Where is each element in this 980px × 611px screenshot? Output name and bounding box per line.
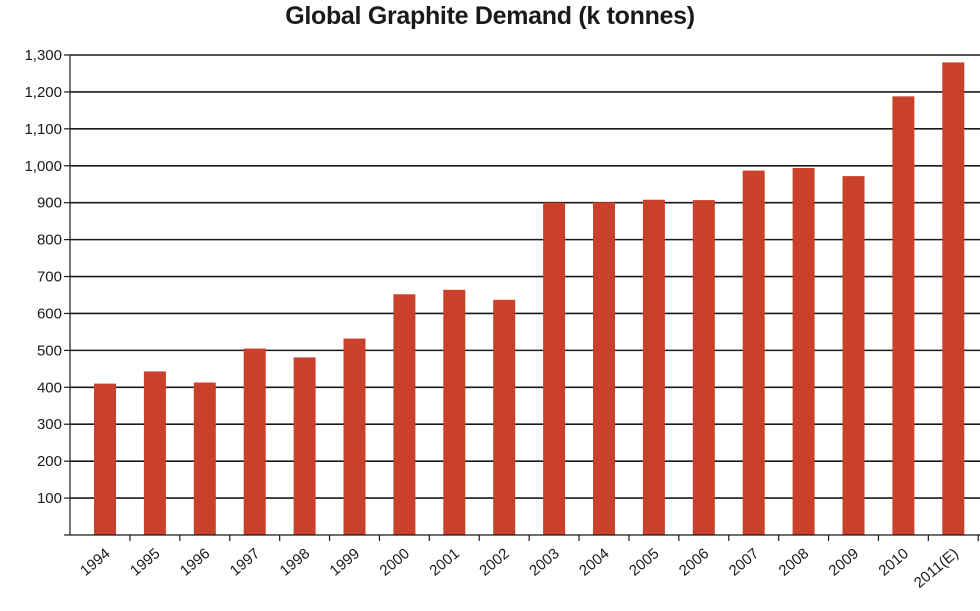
x-axis-ticks: 1994 1995 1996 1997 1998 1999 2000 2001 2002 2003… (77, 535, 979, 592)
x-tick-label: 1998 (277, 545, 313, 579)
y-tick-label: 900 (37, 195, 62, 212)
x-tick-label: 1996 (177, 545, 213, 579)
bar-1996 (193, 382, 216, 535)
bar-2008 (792, 167, 815, 535)
bar-2003 (543, 202, 566, 535)
y-tick-label: 500 (37, 342, 62, 359)
y-tick-label: 400 (37, 379, 62, 396)
bar-2000 (393, 294, 416, 535)
bar-1995 (143, 371, 166, 535)
y-tick-label: 1,200 (24, 84, 62, 101)
x-tick-label: 1994 (77, 545, 113, 579)
gridlines (70, 54, 980, 499)
bar-1997 (243, 348, 266, 535)
x-tick-label: 1995 (127, 545, 163, 579)
x-tick-label: 2006 (676, 545, 712, 579)
y-tick-label: 600 (37, 305, 62, 322)
bar-2007 (742, 170, 765, 536)
y-tick-label: 100 (37, 490, 62, 507)
bar-1994 (94, 383, 116, 535)
bar-1999 (343, 338, 366, 535)
y-tick-label: 1,000 (24, 158, 62, 175)
x-tick-label: 2008 (776, 545, 812, 579)
x-tick-label: 1997 (227, 545, 263, 579)
x-tick-label: 2005 (626, 545, 662, 579)
y-tick-label: 700 (37, 269, 62, 286)
chart-title: Global Graphite Demand (k tonnes) (285, 2, 695, 30)
x-tick-label: 2009 (826, 545, 862, 579)
bar-1998 (293, 357, 316, 535)
bar-2009 (842, 176, 865, 535)
x-tick-label: 2004 (576, 545, 612, 579)
bar-2005 (642, 199, 665, 535)
bar-2011(E) (942, 62, 965, 536)
x-tick-label: 2000 (376, 545, 412, 579)
y-tick-label: 1,300 (24, 47, 62, 64)
x-tick-label: 2001 (426, 545, 462, 579)
bar-2002 (493, 299, 516, 535)
x-tick-label: 2011(E) (911, 545, 962, 592)
x-tick-label: 2007 (726, 545, 762, 579)
y-tick-label: 300 (37, 416, 62, 433)
x-tick-label: 1999 (327, 545, 363, 579)
bar-2001 (443, 289, 466, 535)
bar-2004 (593, 202, 615, 536)
y-tick-label: 200 (37, 453, 62, 470)
x-tick-label: 2010 (875, 545, 911, 579)
y-axis-ticks: 100 200 300 400 500 600 700 800 900 1,000 1,100 1,2… (24, 47, 70, 536)
x-tick-label: 2003 (526, 545, 562, 579)
bar-2010 (892, 96, 915, 535)
bar-2006 (692, 200, 715, 535)
y-tick-label: 800 (37, 232, 62, 249)
y-tick-label: 1,100 (24, 121, 62, 138)
bars (94, 62, 965, 536)
x-tick-label: 2002 (476, 545, 512, 579)
